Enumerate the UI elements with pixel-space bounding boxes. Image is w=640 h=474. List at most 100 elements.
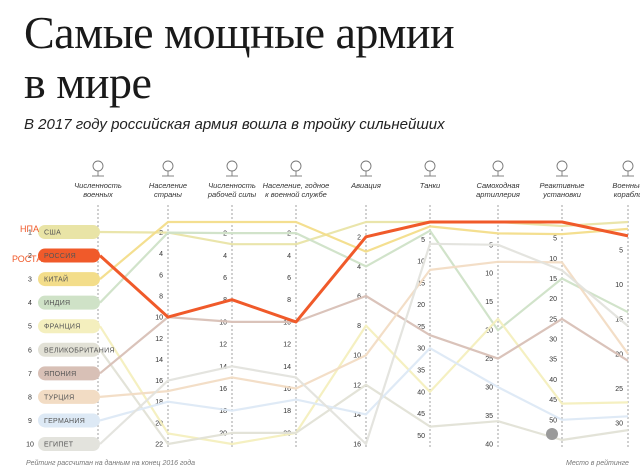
tank-icon — [424, 160, 436, 177]
axis-tick-label: 45 — [417, 411, 425, 418]
category-label: корабли — [614, 190, 640, 199]
axis-tick-label: 16 — [219, 386, 227, 393]
category-label: Танки — [420, 181, 441, 190]
axis-tick-label: 12 — [219, 342, 227, 349]
country-name: США — [44, 230, 61, 237]
axis-tick-label: 40 — [417, 389, 425, 396]
axis-tick-label: 10 — [417, 259, 425, 266]
axis-tick-label: 5 — [553, 236, 557, 243]
rank-marker — [546, 428, 558, 440]
axis-tick-label: 10 — [615, 282, 623, 289]
category-label: Численность — [208, 181, 256, 190]
rank-number: 1 — [28, 230, 32, 237]
axis-tick-label: 10 — [485, 271, 493, 278]
series-line — [99, 220, 629, 280]
axis-tick-label: 4 — [159, 251, 163, 258]
category-label: Военные — [612, 181, 640, 190]
rank-number: 8 — [28, 394, 32, 401]
category-label: Население, годное — [263, 181, 330, 190]
rank-number: 6 — [28, 347, 32, 354]
rank-number: 2 — [28, 253, 32, 260]
series-line — [99, 229, 629, 332]
axis-tick-label: 40 — [549, 377, 557, 384]
country-name: ВЕЛИКОБРИТАНИЯ — [44, 347, 115, 354]
axis-tick-label: 35 — [485, 413, 493, 420]
title-line-1: Самые мощные армии — [24, 7, 455, 58]
axis-tick-label: 2 — [357, 234, 361, 241]
axis-tick-label: 18 — [283, 408, 291, 415]
warship-icon — [622, 160, 634, 177]
axis-tick-label: 18 — [155, 399, 163, 406]
population-icon — [162, 160, 174, 177]
axis-tick-label: 8 — [287, 297, 291, 304]
soldier-icon — [92, 160, 104, 177]
country-name: ИНДИЯ — [44, 300, 70, 307]
series-line — [99, 349, 629, 446]
axis-tick-label: 8 — [357, 323, 361, 330]
category-label: установки — [542, 190, 582, 199]
category-label: Реактивные — [540, 181, 585, 190]
category-label: Авиация — [350, 181, 381, 190]
page-title: Самые мощные армии в мире — [24, 7, 455, 108]
country-name: РОССИЯ — [44, 253, 76, 260]
rank-number: 9 — [28, 418, 32, 425]
axis-tick-label: 4 — [287, 253, 291, 260]
category-labels: ЧисленностьвоенныхНаселениестраныЧисленн… — [74, 181, 640, 199]
axis-tick-label: 10 — [219, 319, 227, 326]
series-line — [99, 317, 629, 446]
series-line — [98, 220, 629, 324]
category-label: Население — [149, 181, 187, 190]
rank-number: 4 — [28, 300, 32, 307]
category-label: рабочей силы — [207, 190, 257, 199]
subtitle: В 2017 году российская армия вошла в тро… — [24, 116, 445, 133]
rocket-launcher-icon — [556, 160, 568, 177]
country-name: ГЕРМАНИЯ — [44, 418, 85, 425]
series-line — [99, 220, 629, 246]
country-pill — [38, 437, 100, 451]
axis-tick-label: 50 — [549, 417, 557, 424]
axis-tick-label: 18 — [219, 408, 227, 415]
country-pill — [38, 389, 100, 404]
country-legend: 1 США 2 РОССИЯ 3 КИТАЙ 4 ИНДИЯ 5 ФРАНЦИЯ 6 ВЕЛИКОБР… — [26, 225, 558, 451]
axis-tick-label: 16 — [283, 386, 291, 393]
axis-tick-label: 14 — [283, 364, 291, 371]
axis-tick-label: 16 — [155, 378, 163, 385]
rank-number: 7 — [28, 371, 32, 378]
axis-tick-label: 12 — [283, 342, 291, 349]
axis-tick-label: 10 — [155, 315, 163, 322]
country-pill — [38, 295, 100, 310]
fit-population-icon — [290, 160, 302, 177]
country-name: ЕГИПЕТ — [44, 442, 74, 449]
footnote: Рейтинг рассчитан на данным на конец 201… — [26, 459, 195, 467]
axis-tick-label: 25 — [417, 324, 425, 331]
russia-highlight-label: РОСТА — [12, 254, 42, 264]
axis-tick-label: 22 — [155, 442, 163, 449]
axis-tick-label: 25 — [615, 386, 623, 393]
axis-tick-label: 12 — [155, 336, 163, 343]
axis-tick-label: 5 — [619, 247, 623, 254]
axis-tick-label: 25 — [549, 316, 557, 323]
country-name: ЯПОНИЯ — [44, 371, 76, 378]
axis-tick-label: 14 — [353, 412, 361, 419]
category-label: военных — [83, 190, 113, 199]
aircraft-icon — [360, 160, 372, 177]
series-line — [99, 347, 629, 422]
axis-tick-label: 15 — [485, 299, 493, 306]
artillery-icon — [492, 160, 504, 177]
axis-tick-label: 45 — [549, 397, 557, 404]
country-name: ТУРЦИЯ — [44, 394, 74, 401]
country-pill — [38, 248, 100, 263]
axis-tick-label: 6 — [159, 272, 163, 279]
series-line — [99, 294, 629, 375]
country-pill — [38, 366, 100, 381]
axis-tick-label: 15 — [549, 276, 557, 283]
axis-tick-label: 20 — [549, 296, 557, 303]
rank-number: 3 — [28, 277, 32, 284]
axis-tick-label: 4 — [357, 264, 361, 271]
axis-tick-label: 14 — [155, 357, 163, 364]
usa-highlight-label: НПА — [20, 224, 39, 234]
category-label: Численность — [74, 181, 122, 190]
series-line — [99, 242, 629, 446]
axis-tick-label: 5 — [421, 237, 425, 244]
